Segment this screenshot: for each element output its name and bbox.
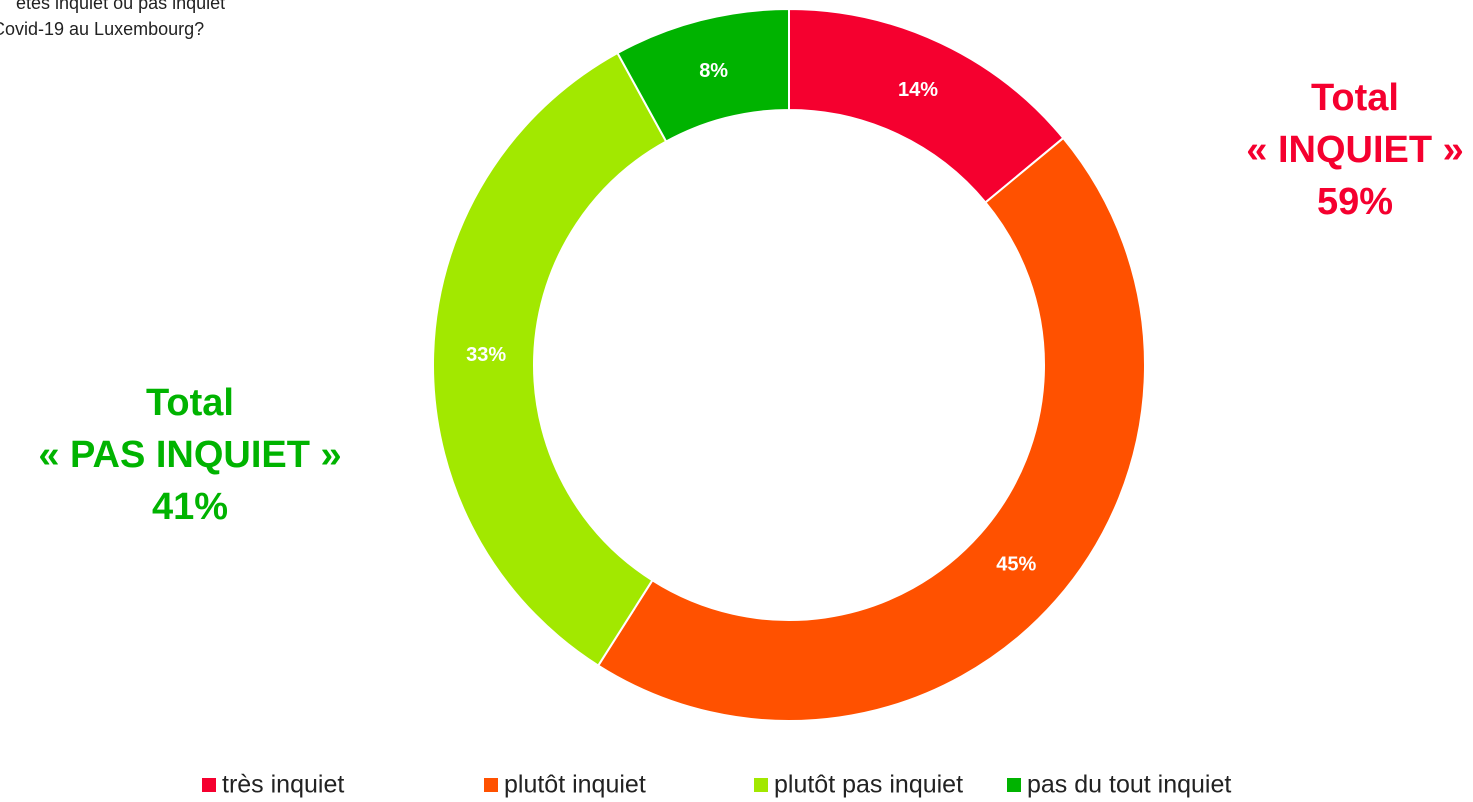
legend-label: plutôt inquiet bbox=[504, 771, 646, 799]
slice bbox=[616, 7, 790, 143]
data-label: 33% bbox=[466, 344, 506, 366]
annotation: Total bbox=[1311, 77, 1399, 119]
slice bbox=[432, 51, 668, 667]
data-label: 45% bbox=[996, 554, 1036, 576]
legend-swatch bbox=[202, 778, 216, 792]
data-label: 14% bbox=[898, 79, 938, 101]
legend-label: plutôt pas inquiet bbox=[774, 771, 963, 799]
annotation: 41% bbox=[152, 486, 228, 528]
legend-swatch bbox=[1007, 778, 1021, 792]
annotation: Total bbox=[146, 382, 234, 424]
annotation: « INQUIET » bbox=[1246, 129, 1464, 171]
legend-label: pas du tout inquiet bbox=[1027, 771, 1231, 799]
annotation: 59% bbox=[1317, 181, 1393, 223]
annotation: « PAS INQUIET » bbox=[38, 434, 341, 476]
legend-swatch bbox=[484, 778, 498, 792]
slice bbox=[596, 136, 1146, 722]
data-label: 8% bbox=[699, 60, 728, 82]
chart-title: êtes inquiet ou pas inquiet bbox=[16, 0, 225, 13]
legend-label: très inquiet bbox=[222, 771, 344, 799]
chart-title: Covid-19 au Luxembourg? bbox=[0, 19, 204, 39]
legend-swatch bbox=[754, 778, 768, 792]
